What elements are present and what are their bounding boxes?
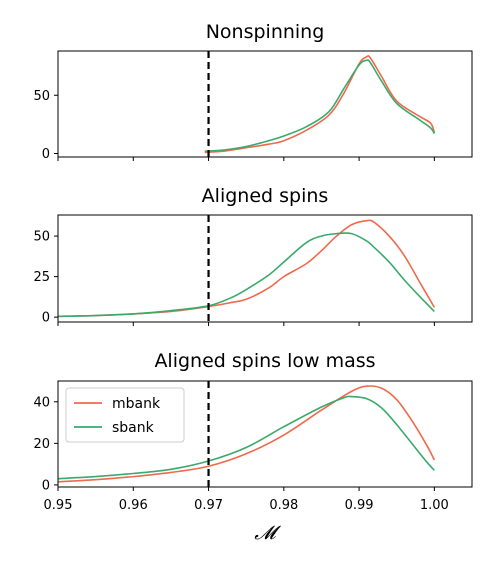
x-tick-label: 0.96 xyxy=(119,498,148,513)
panel-3: Aligned spins low mass 0 20 40 0.95 0.96 0.97 0… xyxy=(33,350,473,513)
panel-title: Nonspinning xyxy=(206,21,325,43)
series-line-sbank xyxy=(204,59,436,152)
y-tick-label: 50 xyxy=(33,89,50,104)
axes-frame xyxy=(57,50,473,158)
y-tick-label: 50 xyxy=(33,230,50,245)
y-tick-label: 0 xyxy=(42,478,50,493)
x-tick-label: 1.00 xyxy=(420,498,449,513)
y-tick-label: 0 xyxy=(42,147,50,162)
series-line-mbank xyxy=(204,55,436,154)
axes-frame xyxy=(57,380,473,488)
legend-box xyxy=(65,387,185,443)
y-tick-label: 25 xyxy=(33,270,50,285)
axes-frame xyxy=(57,214,473,323)
series-line-sbank xyxy=(58,232,435,318)
y-tick-label: 20 xyxy=(33,437,50,452)
x-tick-label: 0.95 xyxy=(44,498,73,513)
y-tick-label: 40 xyxy=(33,395,50,410)
series-line-mbank xyxy=(58,219,436,318)
series-line-mbank xyxy=(58,385,436,483)
x-tick-label: 0.99 xyxy=(345,498,374,513)
x-axis-label: 𝓜 xyxy=(254,522,281,544)
series-line-sbank xyxy=(58,395,435,480)
y-tick-label: 0 xyxy=(42,311,50,326)
legend-label-mbank: mbank xyxy=(112,396,161,412)
x-tick-label: 0.98 xyxy=(269,498,298,513)
panel-1: Nonspinning 0 50 xyxy=(33,21,473,162)
panel-title: Aligned spins xyxy=(202,185,329,207)
legend-label-sbank: sbank xyxy=(112,420,155,436)
panel-2: Aligned spins 0 25 50 xyxy=(33,185,473,326)
x-tick-label: 0.97 xyxy=(194,498,223,513)
panel-title: Aligned spins low mass xyxy=(154,350,375,372)
